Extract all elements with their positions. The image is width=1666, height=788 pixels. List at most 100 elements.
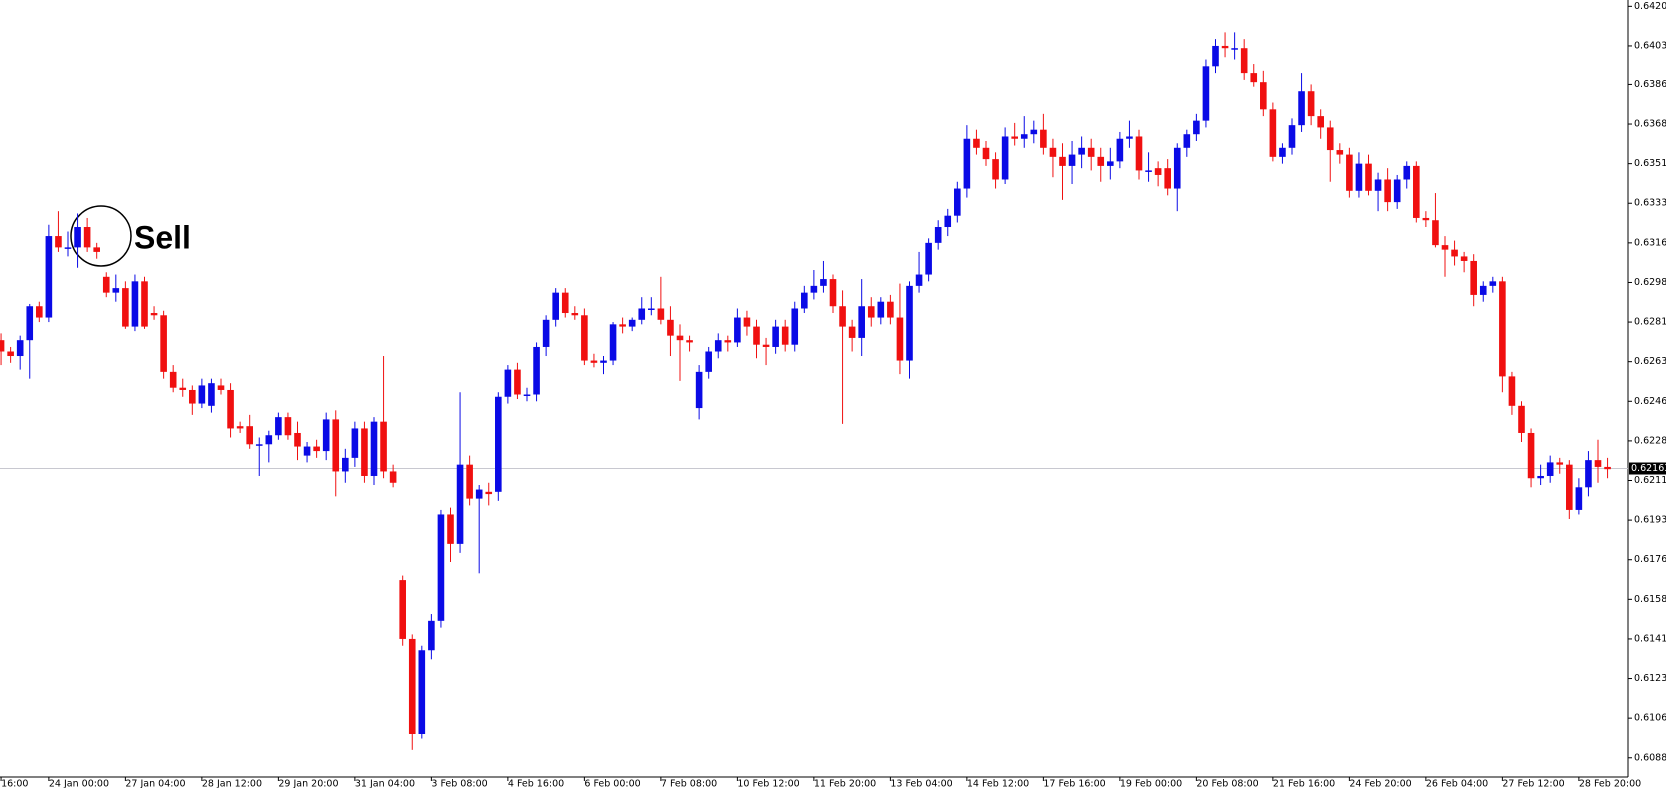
candle-body [1527, 432, 1535, 479]
candle-body [408, 638, 416, 734]
candle-body [64, 247, 72, 249]
candle-body [906, 285, 913, 361]
candle-body [734, 317, 741, 343]
candle-body [1413, 165, 1420, 218]
candle-body [1441, 245, 1449, 250]
candle-body [1508, 376, 1516, 406]
candle-body [447, 514, 454, 544]
candle-body [676, 335, 684, 341]
candle-body [217, 385, 225, 390]
y-tick-label: 0.62635 [1634, 356, 1666, 367]
candle-body [322, 419, 330, 452]
candle-body [122, 288, 129, 327]
candle-body [1030, 129, 1038, 135]
candle-body [141, 281, 148, 327]
candle-body [1317, 116, 1324, 128]
y-tick-label: 0.62985 [1634, 277, 1666, 288]
candle-body [1384, 179, 1391, 203]
x-tick-label: 19 Feb 00:00 [1120, 779, 1182, 788]
candle-body [781, 326, 789, 345]
candle-body [342, 457, 349, 472]
candle-body [1260, 82, 1267, 110]
candle-body [504, 369, 512, 397]
candle-body [648, 308, 655, 310]
candle-body [418, 650, 426, 734]
candle-body [428, 620, 435, 651]
x-tick-label: 24 Jan 00:00 [49, 779, 109, 788]
candle-body [638, 308, 646, 320]
candle-body [1279, 147, 1286, 157]
candle-body [609, 324, 617, 361]
y-tick-label: 0.61585 [1634, 594, 1666, 605]
candle-body [619, 324, 626, 327]
x-tick-label: 13 Feb 04:00 [890, 779, 952, 788]
candle-body [1154, 168, 1162, 175]
candle-body [552, 292, 559, 320]
candle-body [466, 464, 473, 499]
candle-body [1135, 136, 1143, 171]
candle-body [303, 446, 311, 456]
candle-body [1432, 220, 1439, 246]
candle-body [485, 491, 493, 495]
candle-body [1479, 285, 1487, 295]
x-tick-label: 29 Jan 20:00 [278, 779, 338, 788]
candle-body [150, 313, 158, 316]
candle-body [380, 421, 387, 472]
candle-body [514, 369, 521, 395]
candle-body [456, 464, 464, 544]
candle-body [1126, 136, 1133, 139]
x-tick-label: 24 Feb 20:00 [1349, 779, 1411, 788]
candle-body [1355, 163, 1363, 191]
x-tick-label: 28 Jan 12:00 [202, 779, 262, 788]
candle-body [370, 421, 378, 476]
candle-body [389, 471, 397, 483]
candle-body [275, 417, 282, 436]
candle-body [1546, 462, 1554, 476]
candle-body [848, 326, 856, 338]
candle-body [332, 419, 340, 472]
candle-body [581, 315, 588, 361]
candle-body [1346, 154, 1353, 191]
candle-body [600, 360, 607, 363]
candle-body [160, 315, 167, 372]
candle-body [208, 383, 215, 406]
candle-body [1145, 170, 1152, 172]
candle-body [26, 306, 34, 341]
candle-body [1537, 475, 1544, 479]
candle-body [1001, 136, 1009, 180]
candle-body [896, 317, 904, 361]
candle-body [695, 371, 703, 409]
candle-body [1116, 138, 1124, 162]
candle-body [1202, 66, 1210, 121]
candle-body [944, 215, 952, 228]
x-tick-label: 6 Feb 00:00 [584, 779, 640, 788]
candle-body [475, 489, 483, 499]
candle-body [820, 279, 827, 286]
y-tick-label: 0.61235 [1634, 673, 1666, 684]
candle-body [686, 340, 693, 343]
candle-body [801, 292, 808, 309]
candle-body [294, 432, 301, 447]
candle-body [1097, 156, 1105, 166]
candle-body [829, 279, 837, 307]
candle-body [810, 285, 818, 293]
candle-body [1585, 460, 1592, 488]
y-tick-label: 0.63685 [1634, 119, 1666, 130]
candle-body [1403, 165, 1411, 180]
candle-body [1499, 281, 1506, 377]
candle-body [858, 306, 865, 338]
x-tick-label: 3 Feb 08:00 [431, 779, 487, 788]
candle-body [1518, 405, 1525, 433]
candle-body [1221, 45, 1229, 49]
candle-body [992, 159, 999, 180]
candle-body [1566, 464, 1573, 510]
candle-body [1326, 127, 1334, 151]
candle-body [887, 301, 894, 318]
candle-body [973, 138, 980, 148]
candle-body [112, 288, 120, 293]
candle-body [1489, 281, 1497, 286]
candle-body [1212, 45, 1219, 67]
